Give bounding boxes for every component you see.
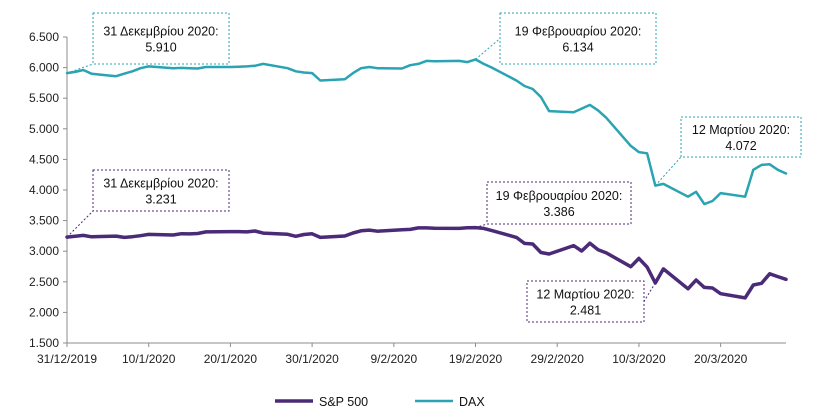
x-tick-label: 9/2/2020	[370, 352, 417, 366]
y-tick-label: 3.000	[29, 244, 59, 258]
series-layer	[65, 58, 788, 300]
annotation-callout: 31 Δεκεμβρίου 2020: 3.231	[66, 169, 230, 238]
annotation-leader-line	[66, 63, 94, 74]
annotation-date: 31 Δεκεμβρίου 2020:	[103, 25, 218, 39]
annotation-box	[92, 12, 230, 65]
y-tick-label: 4.000	[29, 183, 59, 197]
annotation-date: 19 Φεβρουαρίου 2020:	[515, 25, 642, 39]
axes: 6.500 6.000 5.500 5.000 4.500 4.000 3.500 3.000…	[29, 30, 786, 366]
legend-label-s-p-500: S&P 500	[319, 395, 368, 409]
y-tick-label: 4.500	[29, 152, 59, 166]
series-line-dax	[65, 58, 788, 206]
annotation-callout: 19 Φεβρουαρίου 2020: 6.134	[475, 12, 657, 65]
y-tick-label: 1.500	[29, 336, 59, 350]
annotation-box	[499, 12, 657, 65]
annotation-callout: 12 Μαρτίου 2020: 2.481	[526, 280, 656, 323]
annotation-leader-line	[66, 210, 94, 238]
y-tick-label: 2.500	[29, 275, 59, 289]
annotation-value: 5.910	[145, 41, 176, 55]
y-tick-label: 3.500	[29, 214, 59, 228]
annotation-box	[92, 169, 230, 212]
annotation-date: 12 Μαρτίου 2020:	[692, 123, 790, 137]
y-tick-label: 5.500	[29, 91, 59, 105]
annotation-callout: 19 Φεβρουαρίου 2020: 3.386	[475, 181, 632, 229]
annotation-value: 3.231	[145, 193, 176, 207]
annotation-box	[526, 280, 645, 323]
annotation-callout: 31 Δεκεμβρίου 2020: 5.910	[66, 12, 230, 74]
annotation-leader-line	[654, 156, 682, 186]
annotation-box	[486, 181, 632, 225]
annotation-value: 3.386	[543, 205, 574, 219]
annotation-value: 6.134	[562, 41, 593, 55]
legend-label-dax: DAX	[459, 395, 485, 409]
annotation-value: 2.481	[570, 304, 601, 318]
y-tick-label: 6.000	[29, 61, 59, 75]
y-tick-label: 2.000	[29, 305, 59, 319]
annotation-value: 4.072	[725, 139, 756, 153]
annotation-date: 19 Φεβρουαρίου 2020:	[496, 189, 623, 203]
series-line-s-p-500	[65, 225, 788, 300]
annotation-layer: 31 Δεκεμβρίου 2020: 5.910 19 Φεβρουαρίου 2…	[66, 12, 802, 323]
x-tick-label: 10/1/2020	[122, 352, 176, 366]
x-tick-label: 29/2/2020	[531, 352, 585, 366]
annotation-date: 31 Δεκεμβρίου 2020:	[103, 177, 218, 191]
x-tick-label: 19/2/2020	[449, 352, 503, 366]
y-tick-label: 5.000	[29, 122, 59, 136]
annotation-leader-line	[475, 38, 501, 60]
annotation-leader-line	[643, 282, 656, 302]
x-tick-label: 31/12/2019	[37, 352, 97, 366]
legend: S&P 500 DAX	[275, 395, 485, 409]
x-tick-label: 10/3/2020	[612, 352, 666, 366]
annotation-date: 12 Μαρτίου 2020:	[536, 288, 634, 302]
x-tick-label: 20/1/2020	[204, 352, 258, 366]
x-tick-label: 20/3/2020	[694, 352, 748, 366]
annotation-box	[680, 116, 802, 158]
x-tick-label: 30/1/2020	[285, 352, 339, 366]
annotation-callout: 12 Μαρτίου 2020: 4.072	[654, 116, 802, 186]
y-tick-label: 6.500	[29, 30, 59, 44]
